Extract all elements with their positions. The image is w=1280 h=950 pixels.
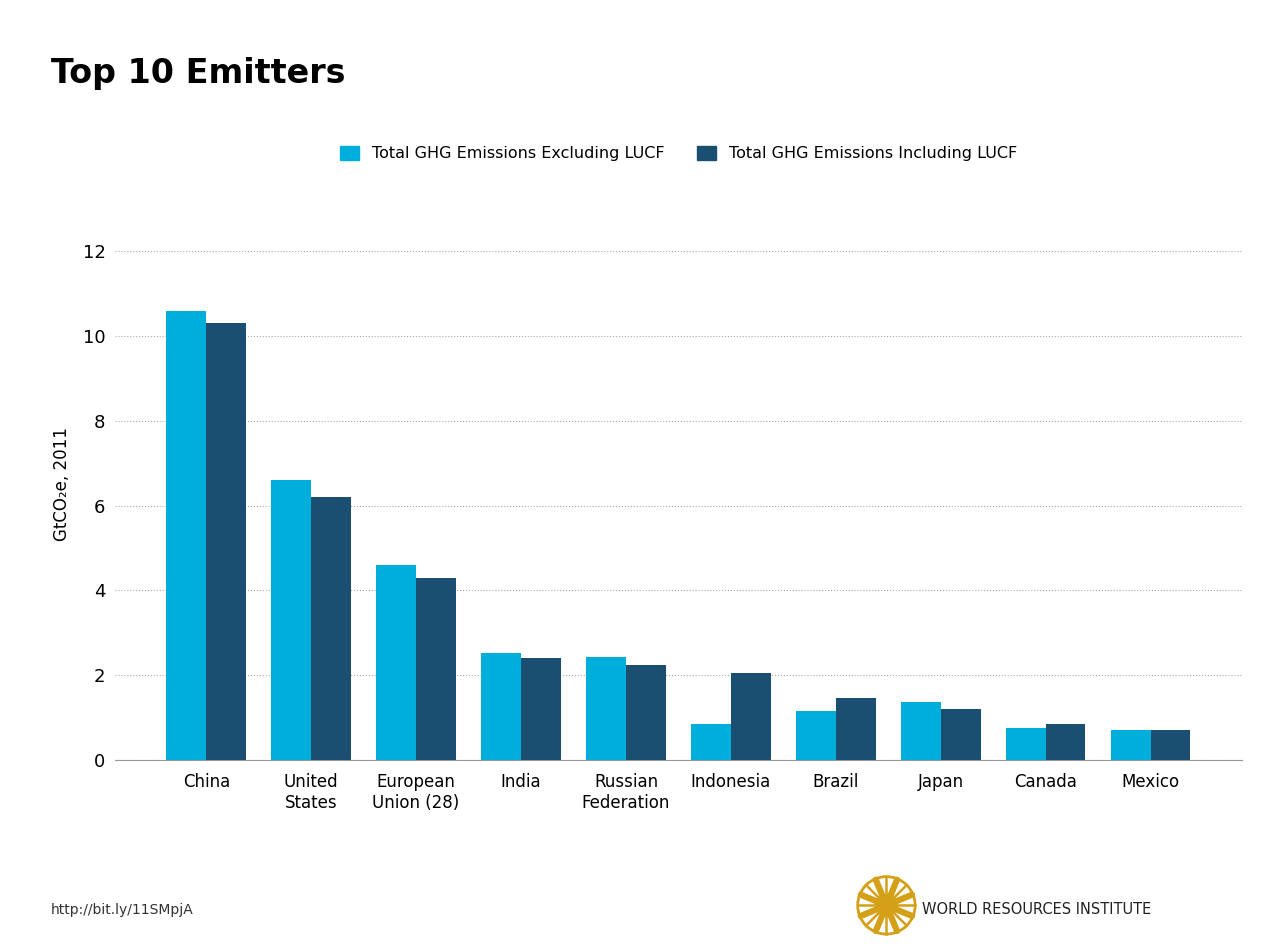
Y-axis label: GtCO₂e, 2011: GtCO₂e, 2011 [54, 428, 72, 542]
Bar [626, 665, 666, 760]
Bar [521, 658, 561, 760]
Bar [796, 712, 836, 760]
Bar [731, 674, 771, 760]
Bar [1006, 729, 1046, 760]
Bar [901, 702, 941, 760]
Text: http://bit.ly/11SMpjA: http://bit.ly/11SMpjA [51, 902, 195, 917]
Bar [376, 565, 416, 760]
Bar [1111, 731, 1151, 760]
Circle shape [876, 895, 897, 916]
Bar [481, 654, 521, 760]
Bar [311, 497, 351, 760]
Bar [836, 698, 876, 760]
Bar [691, 724, 731, 760]
Bar [206, 323, 246, 760]
Bar [941, 709, 980, 760]
Legend: Total GHG Emissions Excluding LUCF, Total GHG Emissions Including LUCF: Total GHG Emissions Excluding LUCF, Tota… [340, 145, 1016, 162]
Bar [1151, 731, 1190, 760]
Text: WORLD RESOURCES INSTITUTE: WORLD RESOURCES INSTITUTE [922, 902, 1151, 917]
Text: Top 10 Emitters: Top 10 Emitters [51, 57, 346, 90]
Bar [416, 578, 456, 760]
Bar [586, 657, 626, 760]
Bar [271, 481, 311, 760]
Bar [1046, 724, 1085, 760]
Bar [166, 311, 206, 760]
